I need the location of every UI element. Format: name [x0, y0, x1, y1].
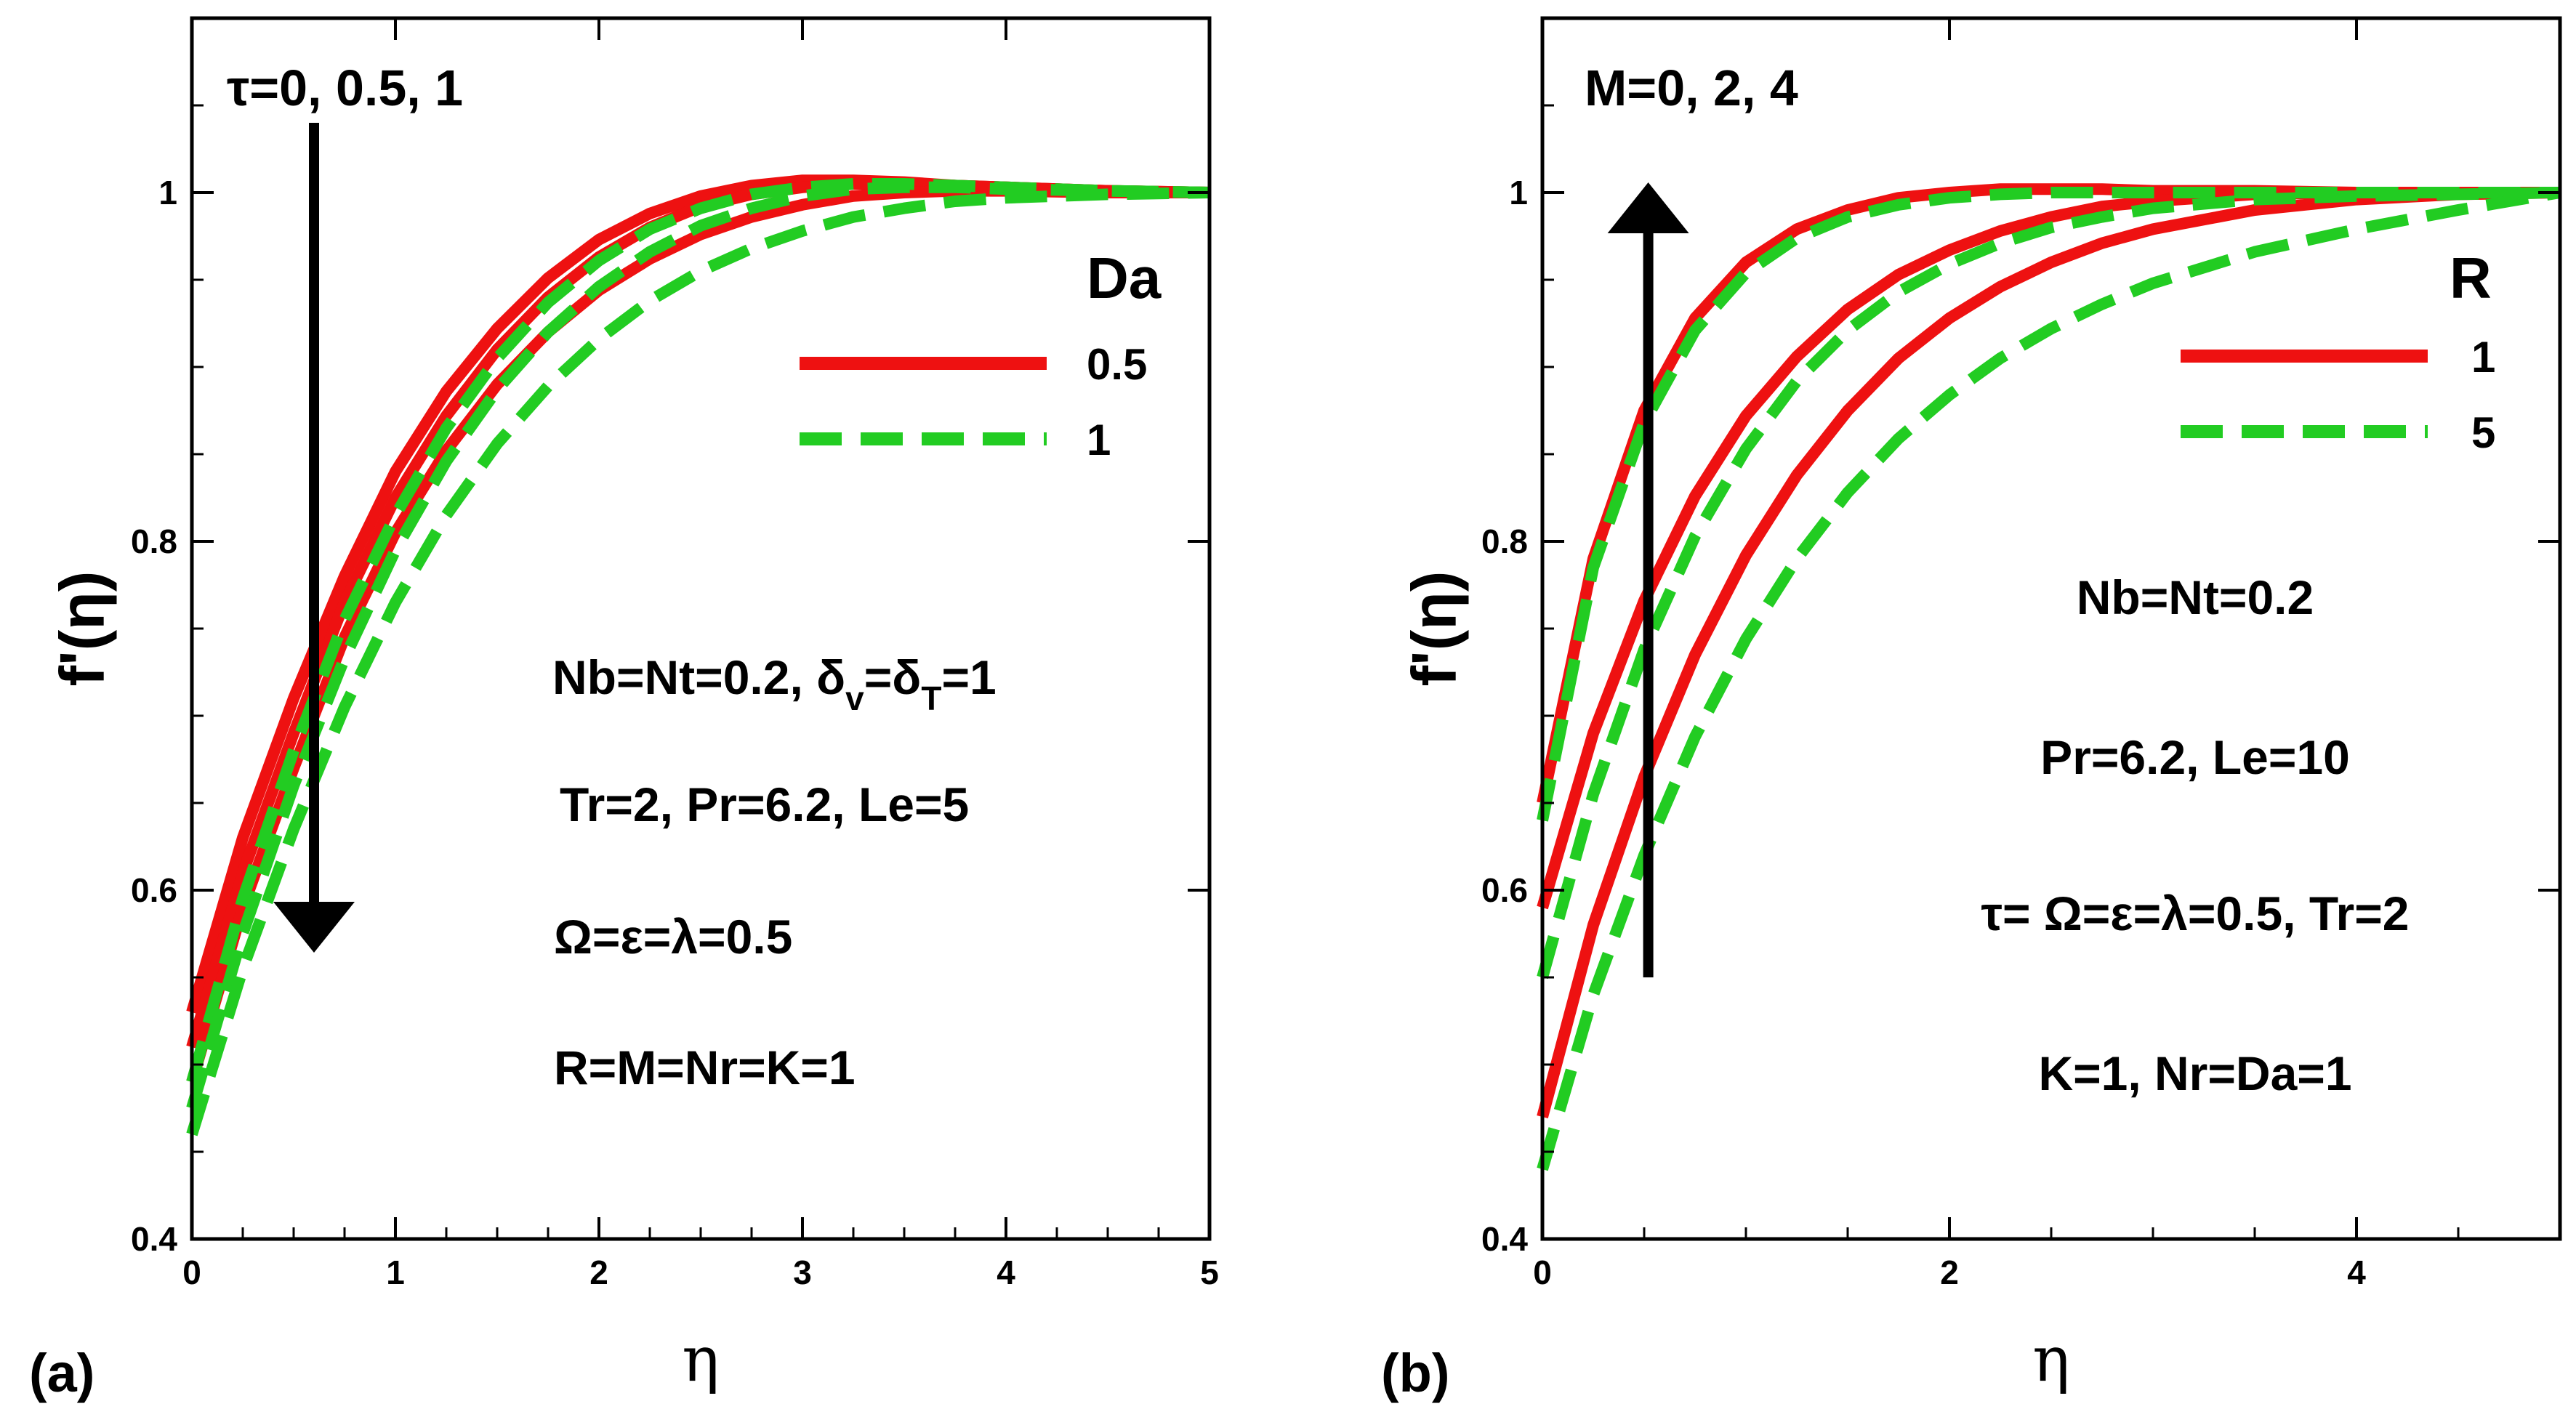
- arrow-label-a: τ=0, 0.5, 1: [227, 60, 463, 116]
- y-axis-title-a: f'(η): [48, 571, 118, 687]
- x-tick-label-b-1: 2: [1940, 1254, 1959, 1291]
- legend-label-dashed-a: 1: [1087, 416, 1111, 464]
- series-line-b-5: [1537, 187, 2561, 980]
- ticks-a: [190, 17, 1211, 1240]
- legend-b: R 1 5: [2181, 246, 2495, 457]
- tick-labels-a: 0 1 2 3 4 5 0.4 0.6 0.8 1: [131, 174, 1219, 1291]
- legend-label-solid-b: 1: [2471, 333, 2495, 382]
- legend-title-a: Da: [1087, 246, 1162, 310]
- ticks-b: [1541, 17, 2561, 1240]
- annotation-b-3: τ= Ω=ε=λ=0.5, Tr=2: [1981, 887, 2410, 940]
- legend-label-dashed-b: 5: [2471, 408, 2495, 457]
- panel-label-b: (b): [1381, 1343, 1450, 1403]
- x-tick-label-a-3: 3: [793, 1254, 812, 1291]
- series-layer-a: [186, 174, 1210, 1137]
- x-tick-label-b-0: 0: [1533, 1254, 1552, 1291]
- plot-area-a: [186, 18, 1210, 1239]
- x-tick-label-b-2: 4: [2347, 1254, 2366, 1291]
- arrow-label-b: M=0, 2, 4: [1585, 60, 1798, 116]
- series-line-a-6: [186, 187, 1210, 1137]
- y-tick-label-b-3: 1: [1509, 174, 1528, 211]
- y-tick-label-b-0: 0.4: [1481, 1220, 1528, 1258]
- y-axis-title-b: f'(η): [1400, 571, 1470, 687]
- y-tick-label-a-1: 0.6: [131, 871, 177, 909]
- plot-area-b: [1537, 18, 2561, 1239]
- series-line-b-6: [1537, 187, 2561, 1171]
- x-tick-label-a-0: 0: [182, 1254, 201, 1291]
- tick-labels-b: 0 2 4 0.4 0.6 0.8 1: [1481, 174, 2366, 1291]
- x-axis-title-b: η: [2032, 1323, 2070, 1396]
- annotation-b-2: Pr=6.2, Le=10: [2040, 730, 2350, 784]
- annotation-a-4: R=M=Nr=K=1: [554, 1041, 856, 1094]
- series-layer-b: [1537, 183, 2561, 1171]
- annotation-b-4: K=1, Nr=Da=1: [2038, 1046, 2351, 1100]
- y-tick-label-a-0: 0.4: [131, 1220, 177, 1258]
- series-line-a-5: [186, 181, 1210, 1110]
- x-tick-label-a-4: 4: [997, 1254, 1015, 1291]
- x-axis-title-a: η: [682, 1323, 720, 1396]
- legend-a: Da 0.5 1: [800, 246, 1162, 464]
- legend-label-solid-a: 0.5: [1087, 340, 1147, 389]
- x-tick-label-a-5: 5: [1200, 1254, 1219, 1291]
- arrow-a: τ=0, 0.5, 1: [227, 60, 463, 953]
- y-tick-label-b-2: 0.8: [1481, 522, 1528, 560]
- y-tick-label-b-1: 0.6: [1481, 871, 1528, 909]
- annotations-b: Nb=Nt=0.2 Pr=6.2, Le=10 τ= Ω=ε=λ=0.5, Tr…: [1981, 570, 2410, 1100]
- annotation-b-1: Nb=Nt=0.2: [2077, 570, 2314, 624]
- legend-title-b: R: [2450, 246, 2492, 310]
- annotation-a-3: Ω=ε=λ=0.5: [554, 910, 792, 964]
- x-tick-label-a-2: 2: [589, 1254, 608, 1291]
- series-line-b-4: [1537, 187, 2560, 822]
- annotation-a-2: Tr=2, Pr=6.2, Le=5: [560, 778, 969, 831]
- panel-label-a: (a): [29, 1343, 94, 1403]
- chart-panel-a: 0 1 2 3 4 50.40.60.81 f'(η) η (a) Da 0.5 1 Nb…: [29, 16, 1219, 1403]
- arrow-b: M=0, 2, 4: [1585, 60, 1798, 977]
- y-tick-label-a-2: 0.8: [131, 522, 177, 560]
- chart-panel-b: 0 2 4 0.4 0.6 0.8 1 f'(η) η (b) R 1 5 Nb=Nt=0.…: [1381, 16, 2562, 1403]
- y-tick-label-a-3: 1: [158, 174, 177, 211]
- series-line-b-3: [1537, 187, 2561, 1119]
- x-tick-label-a-1: 1: [386, 1254, 405, 1291]
